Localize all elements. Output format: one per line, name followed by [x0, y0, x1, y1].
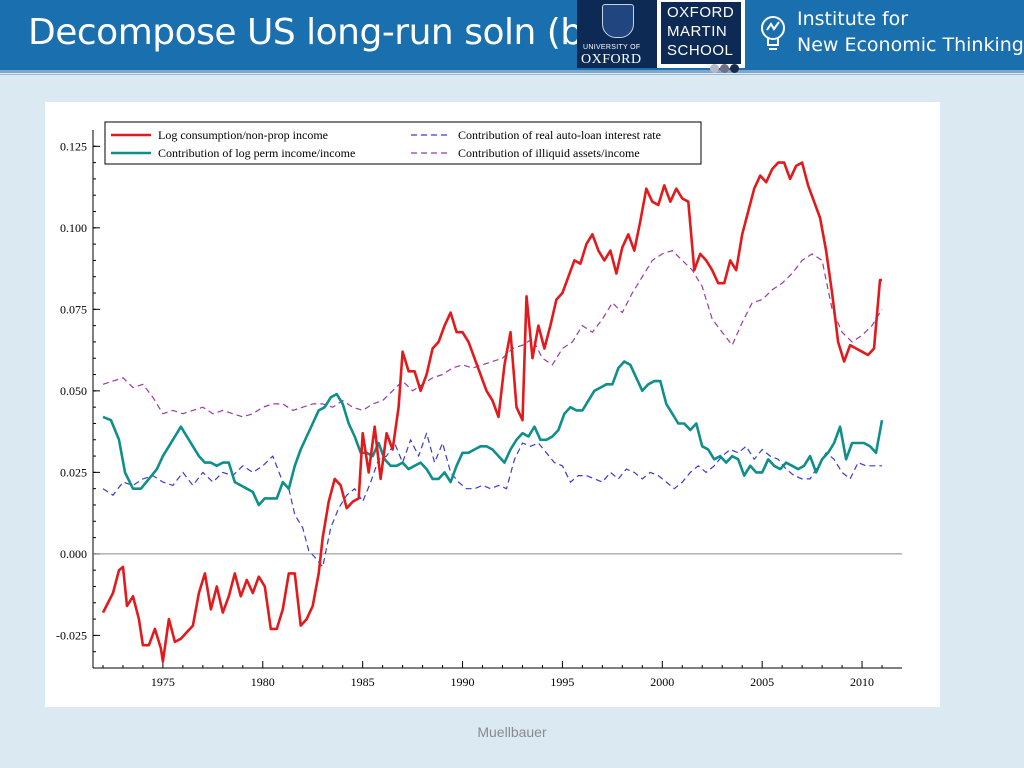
- legend-label: Contribution of log perm income/income: [158, 146, 355, 160]
- oxford-university-name: OXFORD: [581, 52, 642, 67]
- x-tick-label: 1980: [251, 675, 275, 689]
- y-tick-label: 0.050: [60, 384, 87, 398]
- legend-label: Contribution of illiquid assets/income: [458, 146, 640, 160]
- martin-line-2: MARTIN: [667, 23, 728, 40]
- logo-strip: UNIVERSITY OF OXFORD OXFORD MARTIN SCHOO…: [577, 0, 1024, 73]
- y-tick-label: 0.125: [60, 139, 87, 153]
- inet-line-1: Institute for: [797, 8, 909, 30]
- dot-icon: [720, 64, 729, 73]
- series-line-0: [101, 161, 882, 663]
- series-line-1: [102, 360, 884, 507]
- y-tick-label: 0.025: [60, 465, 87, 479]
- oxford-crest-icon: [602, 4, 634, 38]
- x-tick-label: 1985: [351, 675, 375, 689]
- chart-panel: -0.025 0.000 0.025 0.050 0.075 0.100 0.125 1975…: [45, 102, 940, 707]
- series-line-2: [102, 432, 882, 568]
- dot-icon: [710, 64, 719, 73]
- y-tick-label: 0.100: [60, 221, 87, 235]
- title-rule: [0, 70, 1024, 73]
- lightbulb-icon: [761, 16, 785, 50]
- x-tick-label: 2010: [850, 675, 874, 689]
- y-tick-label: 0.075: [60, 302, 87, 316]
- y-tick-label: 0.000: [60, 547, 87, 561]
- logo-dots: [710, 60, 740, 78]
- x-tick-label: 1990: [451, 675, 475, 689]
- dot-icon: [730, 64, 739, 73]
- oxford-university-small-label: UNIVERSITY OF: [583, 44, 641, 51]
- y-tick-label: -0.025: [56, 628, 87, 642]
- inet-line-2: New Economic Thinking: [797, 34, 1024, 56]
- legend-label: Contribution of real auto-loan interest …: [458, 128, 661, 142]
- inet-logo: Institute for New Economic Thinking: [745, 0, 1024, 68]
- x-tick-label: 1975: [151, 675, 175, 689]
- line-chart: -0.025 0.000 0.025 0.050 0.075 0.100 0.125 1975…: [56, 121, 902, 689]
- martin-line-3: SCHOOL: [667, 42, 734, 59]
- legend-label: Log consumption/non-prop income: [158, 128, 328, 142]
- x-tick-label: 1995: [550, 675, 574, 689]
- series-line-3: [102, 250, 883, 418]
- oxford-martin-school-logo: OXFORD MARTIN SCHOOL: [661, 2, 741, 64]
- x-tick-label: 2000: [650, 675, 674, 689]
- slide-title: Decompose US long-run soln (b): [28, 12, 597, 53]
- footer-author: Muellbauer: [477, 724, 547, 740]
- x-tick-label: 2005: [750, 675, 774, 689]
- legend-box: [104, 121, 702, 165]
- martin-line-1: OXFORD: [667, 4, 735, 21]
- title-rule-thin: [0, 74, 1024, 75]
- oxford-university-logo: UNIVERSITY OF OXFORD: [577, 0, 657, 68]
